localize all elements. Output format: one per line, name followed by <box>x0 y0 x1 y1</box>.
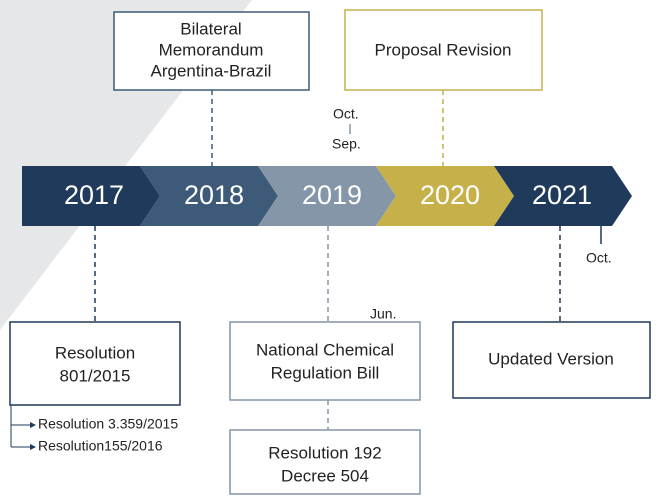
box-text: Resolution <box>55 343 135 362</box>
date-label: Sep. <box>332 136 361 152</box>
box <box>113 11 310 91</box>
chevron <box>258 166 396 226</box>
date-label: Oct. <box>333 106 359 122</box>
box-text: Resolution 192 <box>268 443 381 462</box>
year: 2018 <box>184 180 244 210</box>
chevron <box>140 166 278 226</box>
arrowhead <box>30 444 36 450</box>
date-label: Oct. <box>586 250 612 266</box>
box <box>9 321 181 406</box>
box-text: Regulation Bill <box>271 363 380 382</box>
year: 2019 <box>302 180 362 210</box>
chevron <box>494 166 632 226</box>
year: 2021 <box>532 180 592 210</box>
box <box>229 429 421 495</box>
box-text: Memorandum <box>159 40 264 59</box>
box <box>344 9 543 91</box>
sub-item: Resolution155/2016 <box>38 438 163 454</box>
year: 2017 <box>64 180 124 210</box>
box-text: Argentina-Brazil <box>151 61 272 80</box>
chevron <box>376 166 514 226</box>
box-text: Proposal Revision <box>374 40 511 59</box>
sub-item: Resolution 3.359/2015 <box>38 416 178 432</box>
box-text: National Chemical <box>256 340 394 359</box>
arrowhead <box>30 422 36 428</box>
box-text: 801/2015 <box>60 366 131 385</box>
box <box>229 321 421 401</box>
date-label: Jun. <box>370 306 396 322</box>
box-text: Updated Version <box>488 349 614 368</box>
box-text: Decree 504 <box>281 466 369 485</box>
box-text: Bilateral <box>180 19 241 38</box>
box <box>452 321 651 399</box>
chevron <box>22 166 160 226</box>
year: 2020 <box>420 180 480 210</box>
branch-line <box>10 405 30 448</box>
